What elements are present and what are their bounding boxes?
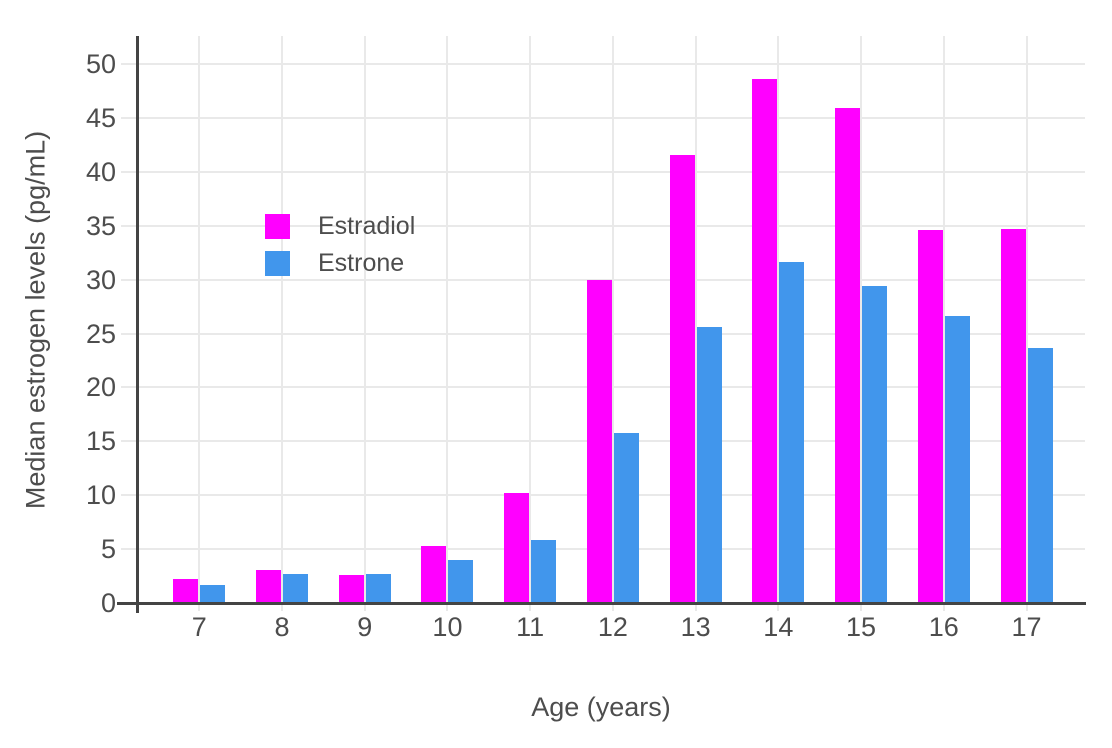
bar-estradiol-age-12[interactable] [586, 279, 612, 603]
bar-estradiol-age-9[interactable] [338, 574, 364, 603]
gridline-y-35 [121, 224, 1085, 227]
y-tick-label-50: 50 [85, 49, 116, 79]
bar-estradiol-age-13[interactable] [669, 154, 695, 603]
x-tick-label-11: 11 [516, 612, 545, 642]
x-tick-label-7: 7 [191, 612, 207, 642]
x-tick-label-14: 14 [763, 612, 794, 642]
y-tick-label-35: 35 [85, 210, 116, 241]
bar-estrone-age-7[interactable] [200, 584, 226, 603]
gridline-x-14 [777, 36, 780, 611]
x-tick-label-15: 15 [846, 612, 877, 642]
gridline-x-12 [611, 36, 614, 611]
y-tick-label-5: 5 [100, 534, 116, 565]
gridline-x-13 [694, 36, 697, 611]
bar-estradiol-age-7[interactable] [173, 579, 199, 603]
legend-label-estradiol: Estradiol [318, 212, 416, 240]
legend: Estradiol Estrone [265, 214, 415, 288]
gridline-y-50 [121, 63, 1085, 65]
bar-estradiol-age-14[interactable] [752, 79, 778, 603]
legend-item-estrone[interactable]: Estrone [265, 251, 415, 276]
legend-label-estrone: Estrone [318, 249, 405, 277]
bar-estrone-age-13[interactable] [696, 327, 722, 603]
x-tick-label-12: 12 [597, 612, 628, 642]
y-tick-label-40: 40 [85, 156, 116, 187]
gridline-y-40 [121, 170, 1085, 173]
legend-item-estradiol[interactable]: Estradiol [265, 214, 415, 239]
estradiol-swatch-icon [265, 214, 290, 239]
gridline-x-15 [860, 36, 863, 611]
bar-estradiol-age-16[interactable] [917, 230, 943, 603]
bar-estradiol-age-10[interactable] [421, 545, 447, 603]
y-tick-label-25: 25 [85, 318, 116, 349]
gridline-x-7 [198, 36, 201, 611]
bar-estrone-age-8[interactable] [283, 573, 309, 603]
bar-estrone-age-17[interactable] [1027, 347, 1053, 603]
y-tick-label-0: 0 [100, 588, 116, 618]
bar-estradiol-age-17[interactable] [1000, 228, 1026, 603]
bar-estrone-age-12[interactable] [613, 432, 639, 603]
y-axis-line [135, 36, 139, 613]
bar-estrone-age-16[interactable] [944, 316, 970, 603]
y-tick-label-45: 45 [85, 102, 116, 133]
bar-estrone-age-15[interactable] [862, 286, 888, 603]
x-tick-label-16: 16 [928, 612, 959, 642]
bar-estradiol-age-15[interactable] [835, 108, 861, 603]
gridline-x-17 [1025, 36, 1028, 611]
bar-estradiol-age-8[interactable] [256, 569, 282, 603]
x-tick-label-13: 13 [680, 612, 711, 642]
x-tick-label-8: 8 [274, 612, 290, 642]
y-tick-label-20: 20 [85, 372, 116, 403]
gridline-y-45 [121, 116, 1085, 119]
bar-estrone-age-11[interactable] [531, 540, 557, 603]
x-tick-label-9: 9 [357, 612, 373, 642]
gridline-x-11 [529, 36, 532, 611]
x-axis-title: Age (years) [531, 692, 671, 722]
y-axis-title: Median estrogen levels (pg/mL) [20, 130, 51, 510]
bar-estradiol-age-11[interactable] [504, 493, 530, 603]
x-axis-line [117, 601, 1086, 605]
bar-estrone-age-14[interactable] [779, 262, 805, 603]
gridline-x-10 [446, 36, 449, 611]
x-tick-label-17: 17 [1011, 612, 1042, 642]
estrone-swatch-icon [265, 251, 290, 276]
x-tick-label-10: 10 [432, 612, 463, 642]
gridline-x-9 [363, 36, 366, 611]
bar-estrone-age-10[interactable] [448, 559, 474, 603]
gridline-x-8 [281, 36, 284, 611]
y-tick-label-15: 15 [85, 426, 116, 457]
bar-estrone-age-9[interactable] [365, 574, 391, 603]
gridline-x-16 [942, 36, 945, 611]
y-tick-label-30: 30 [85, 264, 116, 295]
y-tick-label-10: 10 [85, 480, 116, 511]
